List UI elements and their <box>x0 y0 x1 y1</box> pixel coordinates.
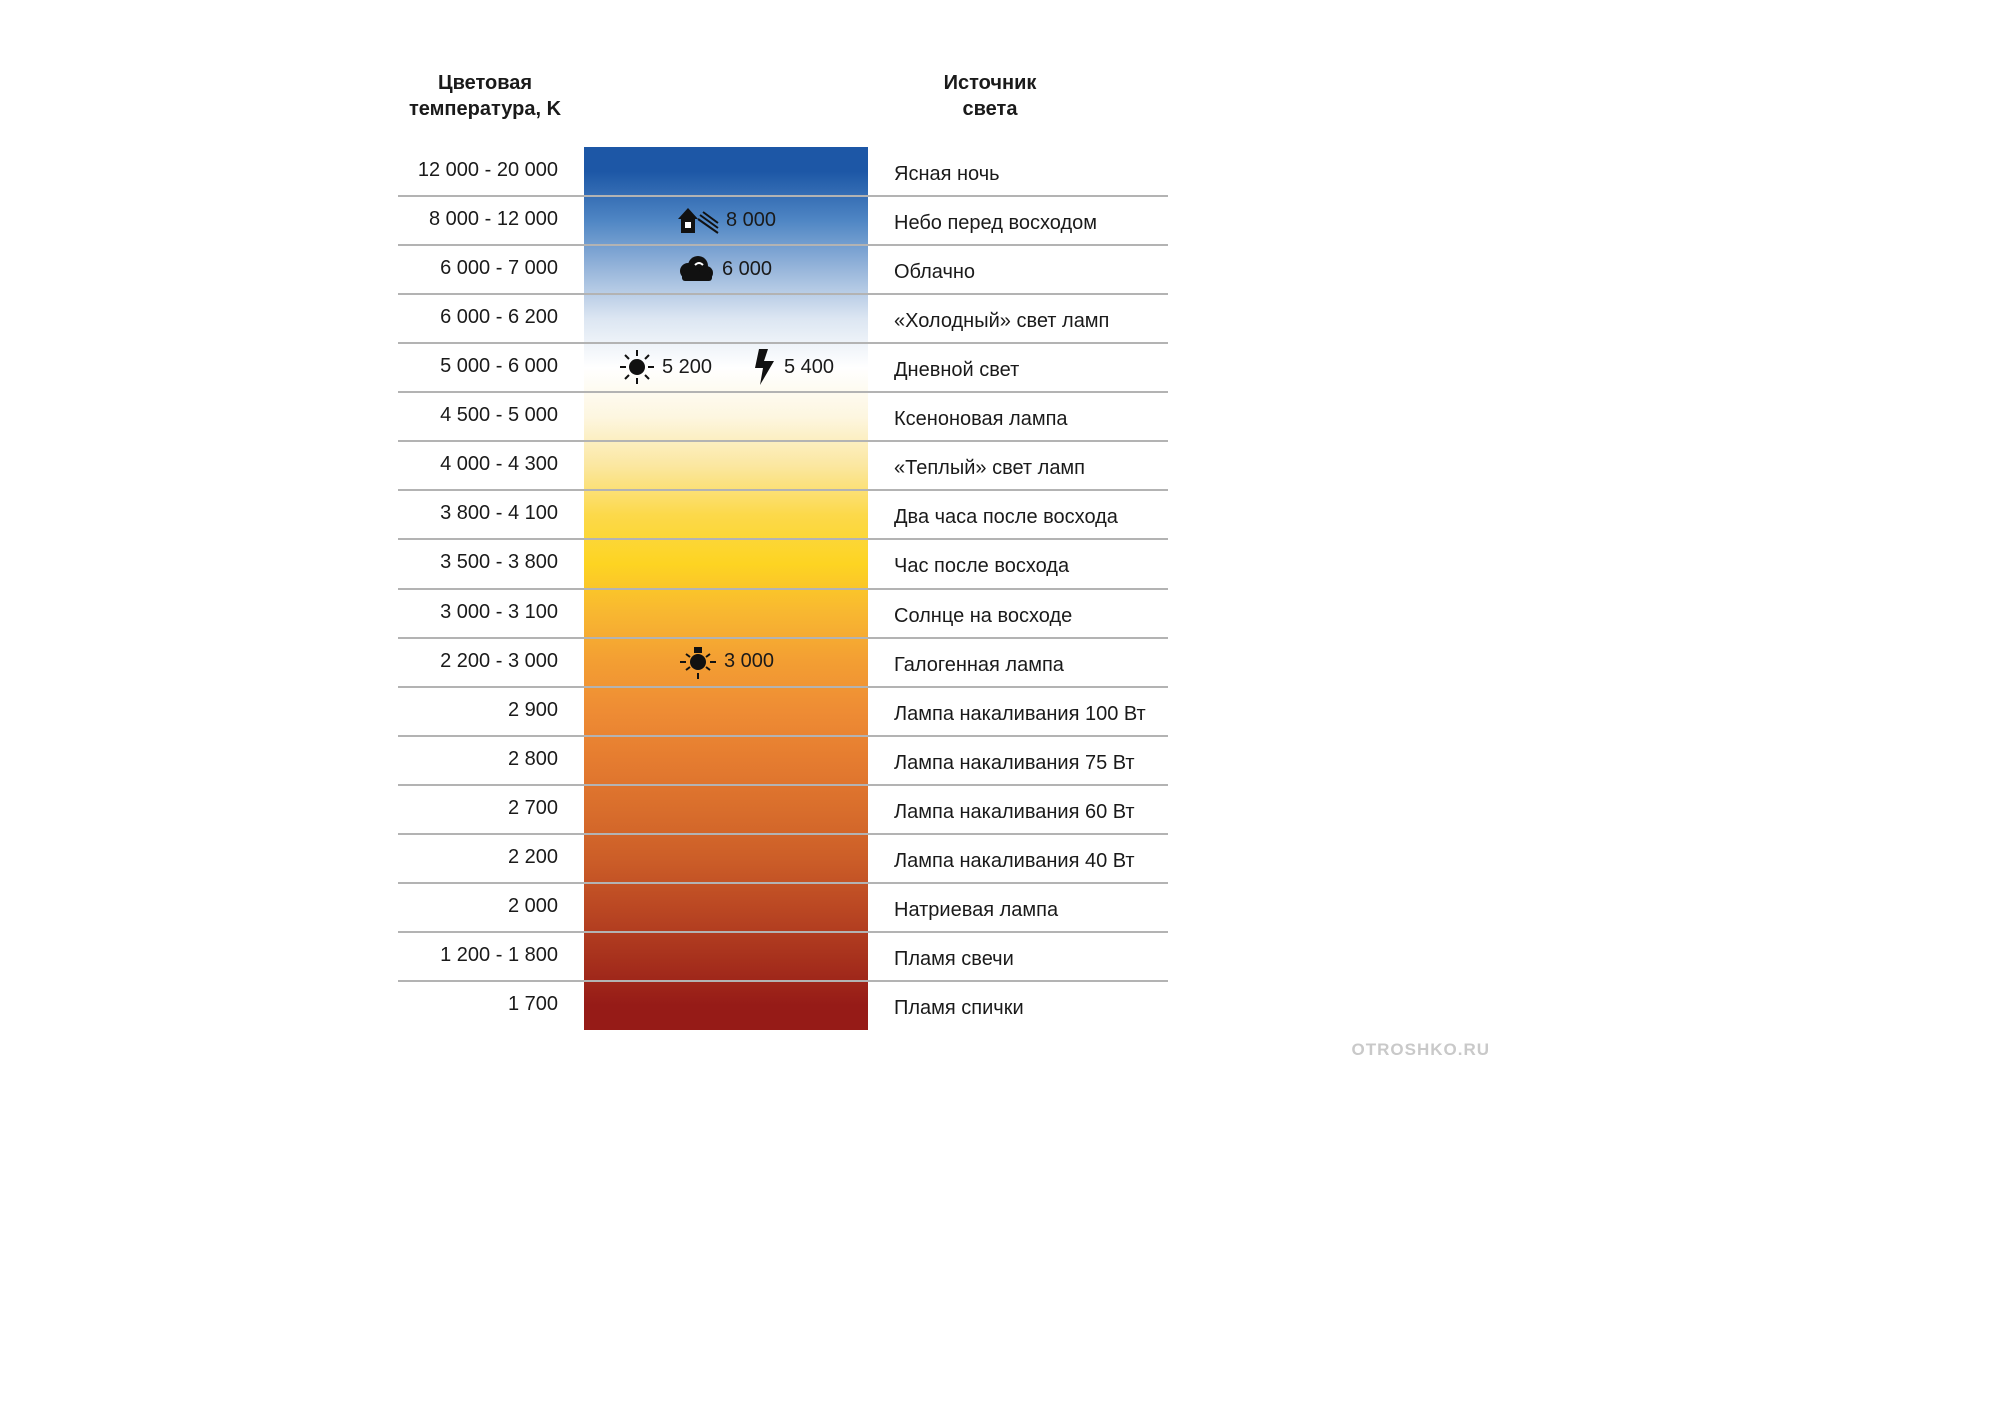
marker-value: 5 200 <box>662 355 713 378</box>
row-separator <box>398 195 1168 198</box>
temperature-range: 1 700 <box>507 993 558 1016</box>
light-source-label: Дневной свет <box>894 359 1020 382</box>
color-temperature-header: Цветовая температура, K <box>408 72 562 120</box>
marker-value: 6 000 <box>722 257 773 280</box>
temperature-range: 2 700 <box>507 796 558 819</box>
row-separator <box>398 783 1168 786</box>
row-separator <box>398 881 1168 884</box>
light-source-label: Солнце на восходе <box>894 604 1073 627</box>
row-separator <box>398 391 1168 394</box>
light-source-header: Источник света <box>943 72 1037 120</box>
light-source-label: Час после восхода <box>894 555 1070 578</box>
temperature-range: 5 000 - 6 000 <box>440 355 558 378</box>
sun-icon <box>618 348 656 386</box>
scale-marker: 6 000 <box>676 251 772 287</box>
row-separator <box>398 930 1168 933</box>
temperature-range: 2 900 <box>507 698 558 721</box>
temperature-range: 1 200 - 1 800 <box>440 943 558 966</box>
light-source-label: «Холодный» свет ламп <box>894 310 1110 333</box>
row-separator <box>398 734 1168 737</box>
light-source-label: Небо перед восходом <box>894 212 1097 235</box>
lamp-icon <box>678 644 718 680</box>
light-source-label: Лампа накаливания 40 Вт <box>894 849 1135 872</box>
temperature-range: 6 000 - 7 000 <box>440 257 558 280</box>
house-shade-icon <box>676 205 720 235</box>
temperature-range: 3 000 - 3 100 <box>440 600 558 623</box>
temperature-range: 2 200 - 3 000 <box>440 649 558 672</box>
temperature-range: 4 500 - 5 000 <box>440 404 558 427</box>
marker-value: 5 400 <box>784 355 835 378</box>
row-separator <box>398 538 1168 541</box>
light-source-label: Ксеноновая лампа <box>894 408 1068 431</box>
scale-marker: 5 200 <box>618 349 712 385</box>
marker-value: 8 000 <box>726 208 777 231</box>
light-source-label: Лампа накаливания 100 Вт <box>894 702 1146 725</box>
temperature-range: 3 800 - 4 100 <box>440 502 558 525</box>
light-source-label: Натриевая лампа <box>894 898 1059 921</box>
light-source-label: Лампа накаливания 60 Вт <box>894 800 1135 823</box>
scale-marker: 8 000 <box>676 202 776 238</box>
temperature-range: 2 800 <box>507 747 558 770</box>
scale-marker: 5 400 <box>752 348 835 386</box>
temperature-range: 12 000 - 20 000 <box>417 159 558 181</box>
light-source-label: Галогенная лампа <box>894 653 1064 676</box>
row-separator <box>398 832 1168 835</box>
flash-icon <box>752 348 778 386</box>
temperature-range: 4 000 - 4 300 <box>440 453 558 476</box>
temperature-range: 8 000 - 12 000 <box>429 208 558 231</box>
cloud-icon <box>676 255 716 283</box>
light-source-label: Два часа после восхода <box>894 506 1118 529</box>
temperature-range: 2 000 <box>507 894 558 917</box>
scale-marker: 3 000 <box>678 644 774 680</box>
row-separator <box>398 440 1168 443</box>
light-source-label: Пламя спички <box>894 997 1024 1020</box>
row-separator <box>398 244 1168 247</box>
row-separator <box>398 489 1168 492</box>
temperature-range: 2 200 <box>507 845 558 868</box>
row-separator <box>398 636 1168 639</box>
marker-value: 3 000 <box>724 650 775 673</box>
light-source-label: «Теплый» свет ламп <box>894 457 1086 480</box>
light-source-label: Ясная ночь <box>894 163 1000 185</box>
row-separator <box>398 342 1168 345</box>
watermark: OTROSHKO.RU <box>1351 1040 1490 1059</box>
temperature-range: 6 000 - 6 200 <box>440 306 558 329</box>
light-source-label: Облачно <box>894 261 976 284</box>
row-separator <box>398 980 1168 983</box>
row-separator <box>398 293 1168 296</box>
light-source-label: Лампа накаливания 75 Вт <box>894 751 1135 774</box>
light-source-label: Пламя свечи <box>894 947 1014 970</box>
row-separator <box>398 685 1168 688</box>
row-separator <box>398 587 1168 590</box>
temperature-range: 3 500 - 3 800 <box>440 551 558 574</box>
